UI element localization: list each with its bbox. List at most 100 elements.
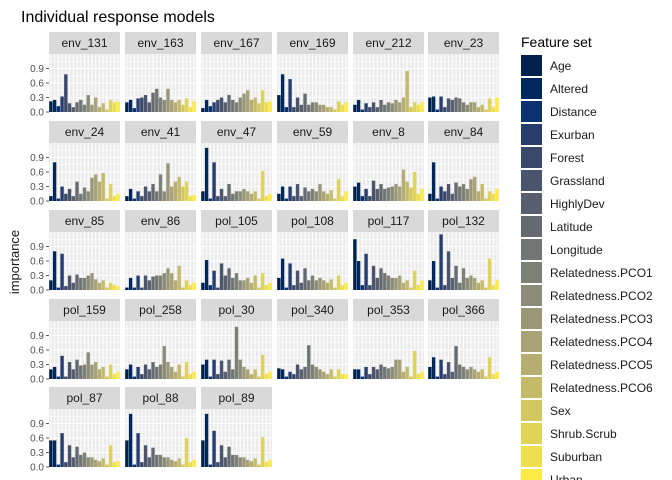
legend-item: Forest <box>521 147 585 168</box>
bar <box>412 350 417 379</box>
bar <box>97 181 102 201</box>
bar <box>333 109 337 112</box>
bar <box>428 366 432 379</box>
legend-item: Relatedness.PCO4 <box>521 331 653 352</box>
bar <box>264 102 269 112</box>
bar <box>375 277 379 290</box>
bar <box>201 191 205 201</box>
facet-panel: env_47 <box>201 121 272 202</box>
bar <box>450 371 454 379</box>
bar <box>136 191 140 201</box>
bar <box>295 270 300 290</box>
y-tick-label: 0.3 <box>30 93 44 104</box>
legend-item: Relatedness.PCO5 <box>521 354 653 375</box>
facet-panel: env_85 0.0 0.3 0.6 0.9 <box>30 210 120 297</box>
legend-label: Suburban <box>550 450 602 464</box>
bar <box>173 371 178 379</box>
bar <box>284 107 289 112</box>
facet-strip <box>277 210 348 232</box>
facet-panels: env_131 0.0 0.3 0.6 0.9 env_163 env_167 env_169… <box>30 32 499 474</box>
bar <box>476 191 481 201</box>
bar <box>469 275 473 290</box>
y-tick-label: 0.9 <box>30 64 44 75</box>
bar <box>158 174 163 201</box>
bar <box>49 280 53 290</box>
bar <box>82 104 87 112</box>
bar <box>329 369 333 379</box>
bar <box>162 191 166 201</box>
y-tick-label: 0.0 <box>30 108 44 119</box>
bar <box>329 279 333 290</box>
bar <box>268 459 272 467</box>
bar <box>454 182 458 201</box>
y-tick-label: 0.9 <box>30 242 44 253</box>
bar <box>238 280 242 290</box>
bar <box>204 147 209 201</box>
bar <box>201 440 205 467</box>
bar <box>439 234 443 290</box>
legend-label: Relatedness.PCO6 <box>550 381 653 395</box>
bar <box>177 176 181 201</box>
bar <box>75 181 79 201</box>
bar <box>280 74 285 112</box>
bar <box>322 104 326 112</box>
bar <box>268 371 272 379</box>
bar <box>143 95 148 112</box>
bar <box>188 285 193 290</box>
bar <box>132 108 137 112</box>
bar <box>112 374 117 379</box>
bar <box>371 180 376 201</box>
bar <box>277 277 281 290</box>
bar <box>431 96 436 112</box>
bar <box>491 374 496 379</box>
legend-label: Sex <box>550 404 571 418</box>
bar <box>231 193 235 201</box>
legend-label: Grassland <box>550 174 605 188</box>
legend-title: Feature set <box>521 34 592 50</box>
bar <box>495 371 499 379</box>
bar <box>67 362 72 379</box>
bar <box>353 239 357 290</box>
bar <box>52 366 57 379</box>
bar <box>307 104 311 112</box>
bar <box>188 196 193 201</box>
bar <box>288 186 292 201</box>
bar <box>280 186 285 201</box>
bar <box>249 282 254 290</box>
bar <box>116 286 120 290</box>
bar <box>94 362 98 379</box>
facet-label: env_59 <box>293 125 333 139</box>
facet-strip <box>49 121 120 143</box>
bar <box>310 188 315 201</box>
bar <box>192 459 196 467</box>
bar <box>208 198 213 201</box>
facet-label: env_8 <box>372 125 405 139</box>
bar <box>249 193 254 201</box>
bar <box>64 376 68 379</box>
bar <box>166 457 170 467</box>
bar <box>60 355 64 379</box>
y-tick-label: 0.3 <box>30 360 44 371</box>
bar <box>487 258 492 290</box>
bar <box>368 196 372 201</box>
y-tick-label: 0.3 <box>30 271 44 282</box>
bar <box>60 253 64 290</box>
y-tick-label: 0.6 <box>30 434 44 445</box>
facet-label: pol_108 <box>291 214 334 228</box>
y-axis-title: importance <box>7 230 22 294</box>
bar <box>356 261 361 290</box>
bar <box>147 280 151 290</box>
bar <box>158 364 163 379</box>
bar <box>231 369 235 379</box>
bar <box>105 198 109 201</box>
bar <box>340 104 345 112</box>
bar <box>71 107 75 112</box>
bar <box>56 106 61 112</box>
bar <box>390 277 394 290</box>
bar <box>253 97 257 112</box>
bar <box>386 275 391 290</box>
bar <box>340 374 345 379</box>
bar <box>368 107 372 112</box>
bar <box>136 98 140 112</box>
legend-item: Shrub.Scrub <box>521 423 617 444</box>
